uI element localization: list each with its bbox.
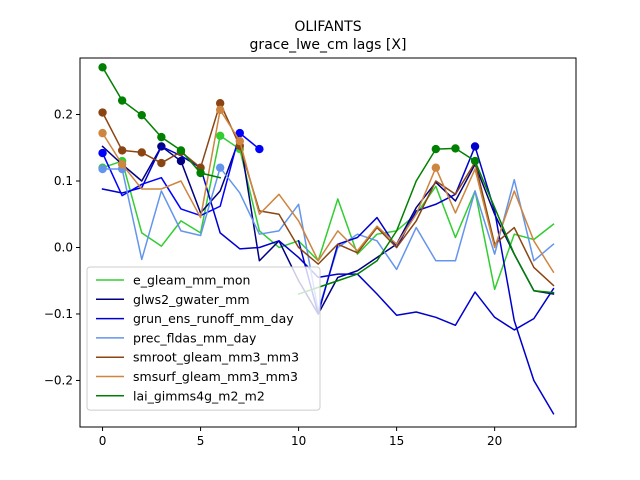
data-point: [98, 148, 107, 158]
series-line: [297, 147, 555, 295]
data-point: [431, 144, 441, 154]
series-grun_ens_runoff_mm_day: [297, 142, 555, 415]
legend-label: glws2_gwater_mm: [133, 292, 250, 307]
data-point: [117, 146, 127, 155]
data-point: [215, 131, 225, 140]
y-tick-label: −0.1: [44, 307, 73, 321]
data-point: [176, 156, 186, 166]
data-point: [117, 96, 127, 105]
data-point: [98, 63, 107, 72]
legend-entry: lai_gimms4g_m2_m2: [96, 388, 265, 403]
legend-entry: smroot_gleam_mm3_mm3: [96, 350, 299, 365]
legend-label: prec_fldas_mm_day: [133, 330, 257, 345]
data-point: [470, 142, 480, 151]
legend-label: e_gleam_mm_mon: [133, 273, 250, 288]
legend-entry: grun_ens_runoff_mm_day: [96, 311, 294, 326]
data-point: [137, 148, 146, 157]
legend-entry: prec_fldas_mm_day: [96, 330, 257, 345]
chart-title: OLIFANTS: [294, 19, 361, 35]
data-point: [451, 144, 460, 153]
data-point: [235, 128, 244, 138]
series-smsurf_gleam_mm3_mm3: [98, 105, 555, 274]
y-tick-label: 0.2: [54, 108, 73, 122]
series-prec_fldas_mm_day: [98, 128, 264, 217]
y-tick-label: 0.0: [54, 240, 73, 254]
legend-entry: smsurf_gleam_mm3_mm3: [96, 369, 298, 384]
legend-label: smsurf_gleam_mm3_mm3: [133, 369, 298, 384]
x-tick-label: 5: [197, 434, 205, 448]
data-point: [196, 168, 205, 178]
legend: e_gleam_mm_mon glws2_gwater_mm grun_ens_ru…: [86, 266, 321, 411]
data-point: [215, 105, 225, 115]
x-tick-label: 20: [487, 434, 502, 448]
x-tick-label: 0: [99, 434, 107, 448]
series-lai_gimms4g_m2_m2: [98, 63, 555, 295]
legend-box: [86, 266, 321, 411]
plot-frame: [79, 57, 577, 428]
legend-label: smroot_gleam_mm3_mm3: [133, 350, 299, 365]
data-point: [176, 146, 186, 155]
data-point: [98, 108, 107, 117]
data-point: [98, 128, 107, 138]
legend-entry: e_gleam_mm_mon: [96, 273, 250, 288]
chart-subtitle: grace_lwe_cm lags [X]: [250, 37, 407, 53]
series-line: [101, 109, 555, 274]
data-point: [215, 163, 225, 172]
x-tick-label: 15: [389, 434, 404, 448]
series-glws2_gwater_mm: [101, 137, 555, 315]
series-line: [101, 132, 261, 217]
data-point: [215, 99, 225, 108]
axes-layer: 0 5 10 15 20 −0.2 −0.1 0.0 0.1 0.2: [44, 57, 577, 448]
x-tick-label: 10: [291, 434, 306, 448]
data-point: [137, 110, 146, 120]
data-point: [255, 144, 264, 154]
y-tick-label: −0.2: [44, 373, 73, 387]
legend-entry: glws2_gwater_mm: [96, 292, 250, 307]
legend-label: lai_gimms4g_m2_m2: [133, 388, 265, 403]
data-point: [431, 163, 441, 172]
data-point: [157, 158, 166, 168]
data-point: [470, 156, 480, 166]
data-point: [98, 164, 107, 174]
data-point: [157, 132, 166, 142]
legend-label: grun_ens_runoff_mm_day: [133, 311, 294, 326]
data-point: [235, 136, 244, 146]
y-tick-label: 0.1: [54, 174, 73, 188]
series-layer: [98, 63, 555, 415]
data-point: [117, 160, 127, 169]
series-line: [297, 145, 555, 415]
